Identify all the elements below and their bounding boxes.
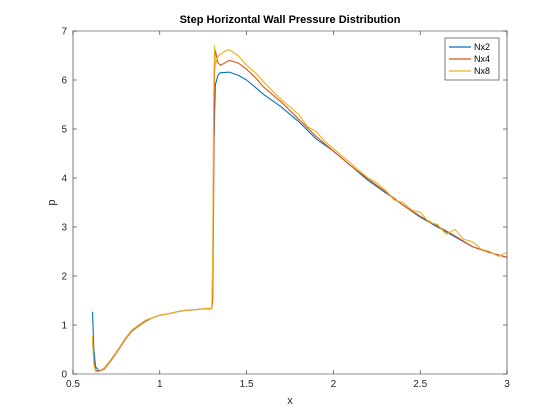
- x-tick-label: 3: [504, 379, 510, 390]
- y-tick-label: 3: [61, 223, 67, 234]
- legend-label-nx8: Nx8: [474, 66, 490, 76]
- x-tick-label: 2.5: [413, 379, 427, 390]
- x-tick-label: 1: [157, 379, 163, 390]
- y-tick-label: 1: [61, 321, 67, 332]
- y-tick-label: 7: [61, 27, 67, 38]
- plot-area: [73, 31, 507, 374]
- x-axis-label: x: [287, 395, 293, 407]
- y-tick-label: 2: [61, 272, 67, 283]
- legend-label-nx4: Nx4: [474, 54, 490, 64]
- x-tick-label: 0.5: [66, 379, 80, 390]
- chart-title: Step Horizontal Wall Pressure Distributi…: [180, 14, 401, 26]
- y-tick-label: 4: [61, 174, 67, 185]
- series-line-nx8: [91, 45, 508, 373]
- x-tick-label: 2: [331, 379, 337, 390]
- y-axis-label: p: [46, 199, 58, 205]
- legend: Nx2 Nx4 Nx8: [444, 37, 500, 81]
- y-tick-label: 6: [61, 76, 67, 87]
- legend-label-nx2: Nx2: [474, 42, 490, 52]
- y-ticks: 0 1 2 3 4 5 6 7: [61, 27, 507, 381]
- y-tick-label: 0: [61, 370, 67, 381]
- x-ticks: 0.5 1 1.5 2 2.5 3: [66, 31, 510, 390]
- series-lines: [91, 45, 508, 373]
- x-tick-label: 1.5: [240, 379, 254, 390]
- y-tick-label: 5: [61, 125, 67, 136]
